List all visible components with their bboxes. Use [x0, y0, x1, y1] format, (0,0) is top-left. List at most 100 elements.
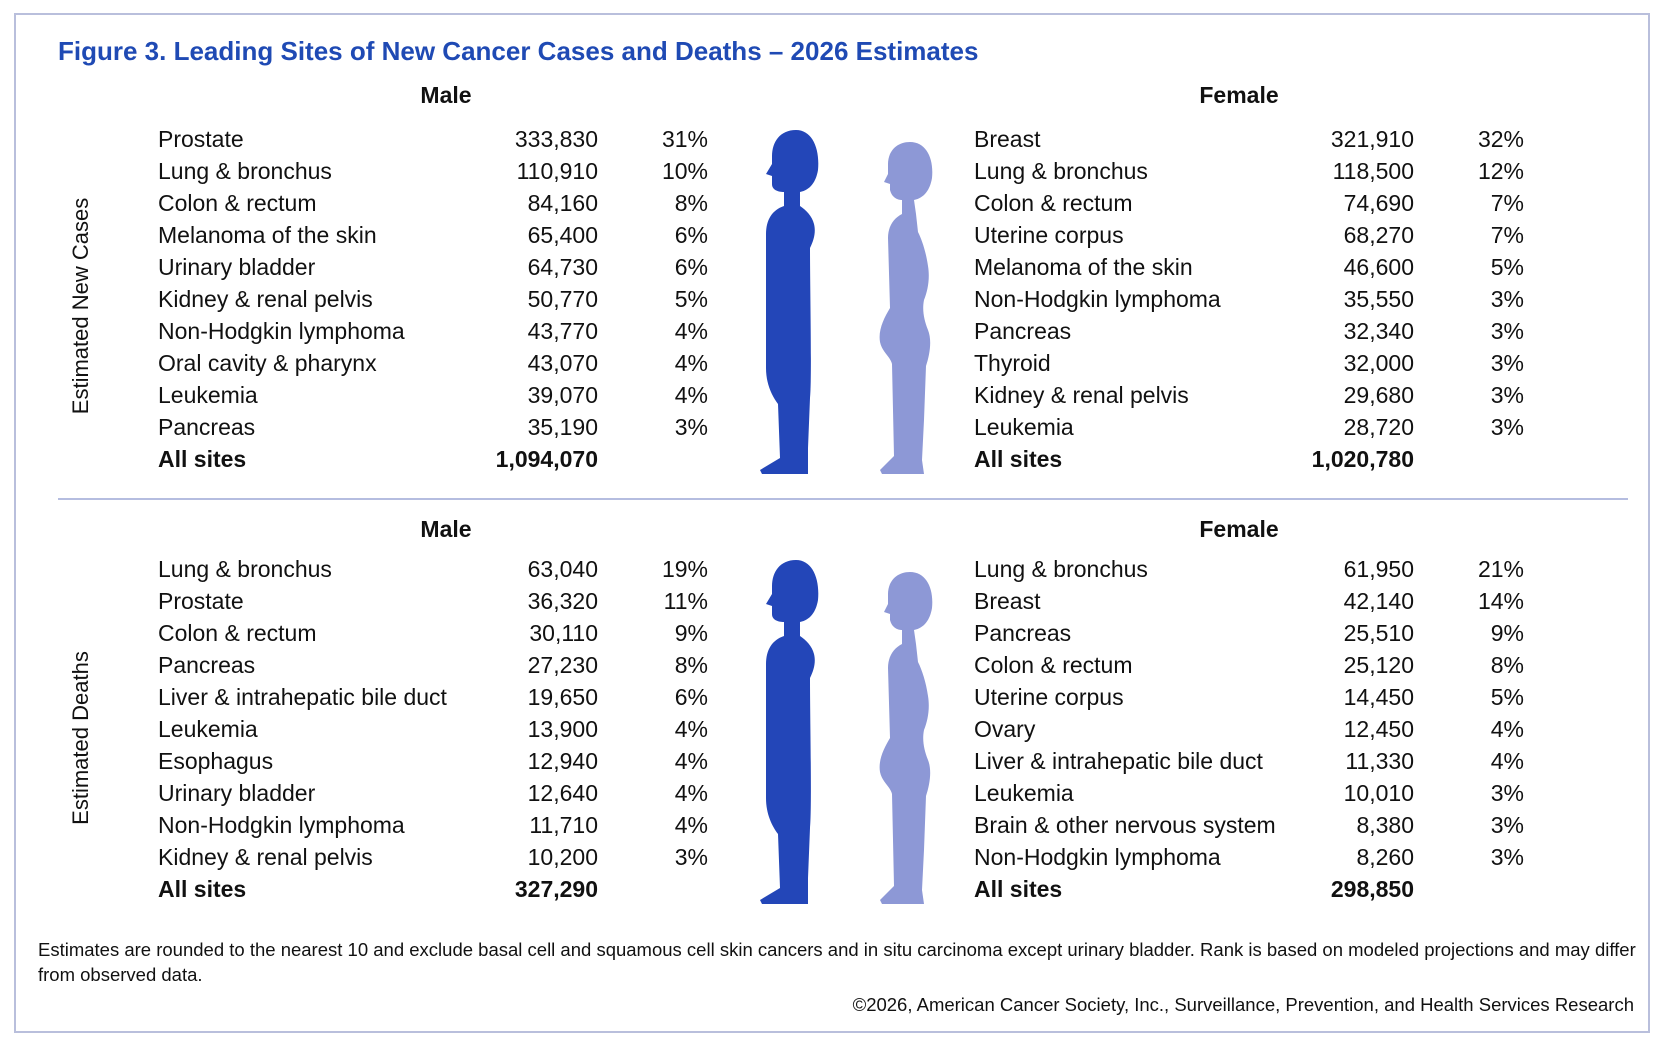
site-name: Pancreas — [974, 620, 1072, 646]
case-count: 11,330 — [1345, 748, 1414, 774]
deaths-female-table: Lung & bronchus 61,950 21% Breast 42,140 14% P… — [974, 553, 1524, 905]
case-count: 118,500 — [1332, 158, 1414, 184]
case-count: 32,000 — [1343, 350, 1414, 376]
table-row: Pancreas 32,340 3% — [974, 315, 1524, 347]
percent-value: 12% — [1477, 158, 1524, 184]
site-name: Lung & bronchus — [158, 556, 332, 582]
site-name: Pancreas — [158, 414, 256, 440]
case-count: 8,260 — [1356, 844, 1414, 870]
table-row: Kidney & renal pelvis 10,200 3% — [158, 841, 708, 873]
figure-frame — [14, 13, 1650, 1033]
total-count: 1,020,780 — [1311, 446, 1414, 472]
site-name: Esophagus — [158, 748, 274, 774]
site-name: Leukemia — [158, 716, 258, 742]
table-row: Melanoma of the skin 46,600 5% — [974, 251, 1524, 283]
table-row: Non-Hodgkin lymphoma 43,770 4% — [158, 315, 708, 347]
table-row: Leukemia 10,010 3% — [974, 777, 1524, 809]
table-row: Lung & bronchus 110,910 10% — [158, 155, 708, 187]
table-row: Pancreas 27,230 8% — [158, 649, 708, 681]
percent-value: 32% — [1477, 126, 1524, 152]
site-name: Lung & bronchus — [158, 158, 332, 184]
percent-value: 19% — [661, 556, 708, 582]
cases-male-table: Prostate 333,830 31% Lung & bronchus 110,910… — [158, 123, 708, 475]
table-row: Melanoma of the skin 65,400 6% — [158, 219, 708, 251]
case-count: 35,190 — [527, 414, 598, 440]
percent-value: 21% — [1477, 556, 1524, 582]
case-count: 28,720 — [1343, 414, 1414, 440]
case-count: 46,600 — [1343, 254, 1414, 280]
table-row: Non-Hodgkin lymphoma 35,550 3% — [974, 283, 1524, 315]
male-silhouette-shape — [760, 560, 819, 904]
case-count: 321,910 — [1330, 126, 1414, 152]
table-row: Esophagus 12,940 4% — [158, 745, 708, 777]
male-silhouette-shape — [760, 130, 819, 474]
case-count: 64,730 — [527, 254, 598, 280]
case-count: 14,450 — [1343, 684, 1414, 710]
site-name: Colon & rectum — [158, 190, 317, 216]
total-label: All sites — [974, 876, 1063, 902]
table-row: Pancreas 35,190 3% — [158, 411, 708, 443]
site-name: Liver & intrahepatic bile duct — [974, 748, 1263, 774]
percent-value: 3% — [1490, 318, 1524, 344]
case-count: 25,510 — [1343, 620, 1414, 646]
percent-value: 5% — [1490, 254, 1524, 280]
percent-value: 31% — [661, 126, 708, 152]
section-label-deaths: Estimated Deaths — [68, 651, 93, 825]
site-name: Breast — [974, 126, 1041, 152]
footnote: Estimates are rounded to the nearest 10 … — [38, 939, 1636, 985]
site-name: Prostate — [158, 588, 244, 614]
percent-value: 4% — [674, 318, 708, 344]
section-divider — [58, 498, 1628, 500]
percent-value: 3% — [674, 844, 708, 870]
percent-value: 6% — [674, 254, 708, 280]
total-label: All sites — [974, 446, 1063, 472]
case-count: 110,910 — [516, 158, 598, 184]
site-name: Thyroid — [974, 350, 1051, 376]
site-name: Pancreas — [974, 318, 1072, 344]
section-label-new-cases: Estimated New Cases — [68, 197, 93, 415]
percent-value: 7% — [1490, 190, 1524, 216]
case-count: 32,340 — [1343, 318, 1414, 344]
table-row: Liver & intrahepatic bile duct 19,650 6% — [158, 681, 708, 713]
site-name: Lung & bronchus — [974, 158, 1148, 184]
table-row: Colon & rectum 25,120 8% — [974, 649, 1524, 681]
table-row: Lung & bronchus 63,040 19% — [158, 553, 708, 585]
case-count: 13,900 — [527, 716, 598, 742]
female-silhouette-shape — [879, 572, 933, 904]
percent-value: 9% — [1490, 620, 1524, 646]
percent-value: 6% — [674, 684, 708, 710]
case-count: 12,640 — [527, 780, 598, 806]
site-name: Leukemia — [974, 780, 1074, 806]
table-row: Prostate 333,830 31% — [158, 123, 708, 155]
case-count: 43,770 — [527, 318, 598, 344]
total-row: All sites 1,094,070 — [158, 443, 598, 475]
male-silhouette-icon — [760, 560, 819, 904]
total-row: All sites 1,020,780 — [974, 443, 1414, 475]
site-name: Melanoma of the skin — [974, 254, 1193, 280]
table-row: Leukemia 39,070 4% — [158, 379, 708, 411]
total-count: 1,094,070 — [495, 446, 598, 472]
figure-title: Figure 3. Leading Sites of New Cancer Ca… — [58, 36, 979, 66]
case-count: 68,270 — [1343, 222, 1414, 248]
site-name: Colon & rectum — [974, 652, 1133, 678]
table-row: Colon & rectum 30,110 9% — [158, 617, 708, 649]
case-count: 10,200 — [527, 844, 598, 870]
site-name: Urinary bladder — [158, 254, 316, 280]
percent-value: 4% — [674, 716, 708, 742]
case-count: 43,070 — [527, 350, 598, 376]
case-count: 74,690 — [1343, 190, 1414, 216]
case-count: 36,320 — [527, 588, 598, 614]
copyright-credit: ©2026, American Cancer Society, Inc., Su… — [852, 994, 1634, 1015]
percent-value: 4% — [1490, 716, 1524, 742]
male-silhouette-icon — [760, 130, 819, 474]
percent-value: 3% — [1490, 286, 1524, 312]
deaths-male-heading: Male — [420, 516, 472, 542]
percent-value: 4% — [674, 350, 708, 376]
table-row: Colon & rectum 84,160 8% — [158, 187, 708, 219]
table-row: Lung & bronchus 118,500 12% — [974, 155, 1524, 187]
case-count: 65,400 — [527, 222, 598, 248]
cases-female-table: Breast 321,910 32% Lung & bronchus 118,500 12… — [974, 123, 1524, 475]
case-count: 29,680 — [1343, 382, 1414, 408]
case-count: 84,160 — [527, 190, 598, 216]
site-name: Non-Hodgkin lymphoma — [974, 844, 1221, 870]
